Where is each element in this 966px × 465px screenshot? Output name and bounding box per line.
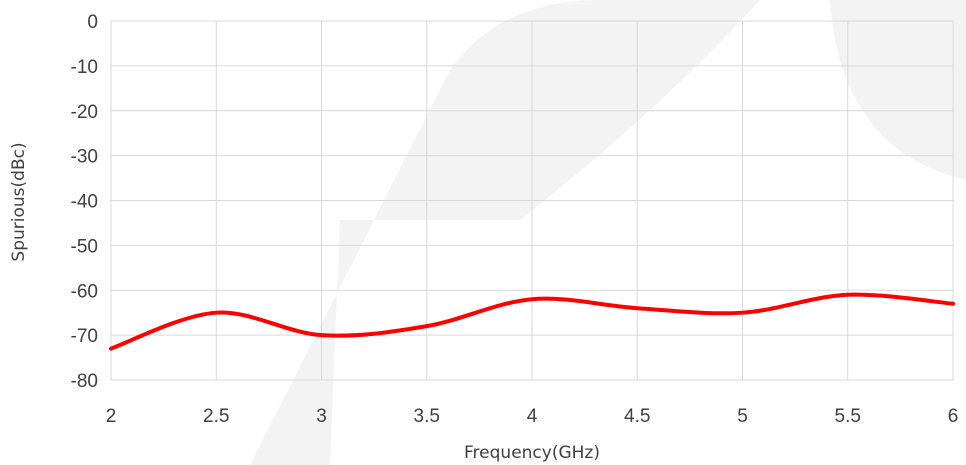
- series-line: [109, 292, 955, 351]
- x-tick-label: 4: [527, 406, 538, 427]
- y-tick-label: 0: [87, 12, 98, 33]
- grid: [110, 20, 954, 381]
- x-tick-label: 4.5: [624, 406, 650, 427]
- y-tick-label: -30: [71, 147, 98, 168]
- labels: Frequency(GHz) Spurious(dBc) 0 -10 -20 -30 -…: [9, 12, 958, 463]
- y-tick-label: -10: [71, 57, 98, 78]
- y-tick-label: -20: [71, 102, 98, 123]
- x-tick-label: 5: [737, 406, 748, 427]
- y-tick-label: -80: [71, 371, 98, 392]
- y-tick-label: -60: [71, 281, 98, 302]
- y-tick-label: -40: [71, 192, 98, 213]
- series-layer: [109, 292, 955, 351]
- plot-area-border: [110, 20, 954, 381]
- x-axis-title: Frequency(GHz): [464, 443, 600, 463]
- axes: [110, 20, 954, 381]
- y-axis-title: Spurious(dBc): [9, 142, 29, 261]
- x-tick-label: 5.5: [835, 406, 861, 427]
- y-tick-label: -70: [71, 326, 98, 347]
- x-tick-label: 3.5: [414, 406, 440, 427]
- x-tick-label: 2.5: [203, 406, 229, 427]
- x-tick-label: 3: [316, 406, 327, 427]
- y-tick-label: -50: [71, 236, 98, 257]
- x-tick-label: 2: [106, 406, 117, 427]
- background-watermark: [250, 0, 966, 465]
- x-tick-label: 6: [948, 406, 959, 427]
